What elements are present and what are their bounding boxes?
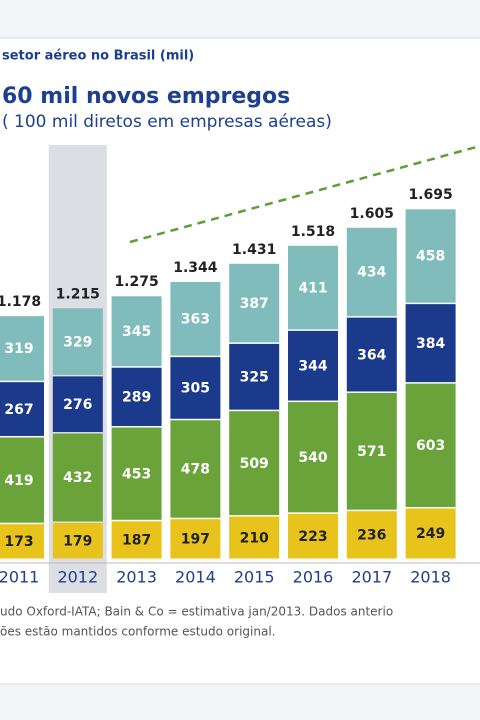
data-label: 249 bbox=[416, 526, 445, 542]
bar-segment bbox=[170, 357, 221, 419]
data-label: 197 bbox=[181, 532, 210, 548]
bar-segment bbox=[111, 427, 162, 520]
bar-segment bbox=[52, 376, 103, 433]
bar-segment bbox=[229, 343, 280, 410]
x-tick-label: 2014 bbox=[175, 568, 216, 587]
bar-segment bbox=[346, 227, 397, 317]
bar-segment bbox=[111, 367, 162, 427]
total-label: 1.178 bbox=[0, 294, 41, 310]
data-label: 289 bbox=[122, 390, 151, 406]
bar-segment bbox=[288, 513, 338, 559]
data-label: 384 bbox=[416, 336, 445, 352]
total-label: 1.215 bbox=[56, 286, 100, 302]
data-label: 344 bbox=[298, 358, 327, 374]
bar-segment bbox=[52, 433, 103, 522]
bar-segment bbox=[405, 383, 456, 507]
chart-title: 60 mil novos empregos bbox=[2, 84, 290, 109]
bar-segment bbox=[229, 516, 280, 559]
total-label: 1.431 bbox=[232, 242, 276, 258]
data-label: 363 bbox=[181, 312, 210, 328]
bar-segment bbox=[346, 317, 397, 392]
total-label: 1.605 bbox=[350, 206, 394, 222]
bar-segment bbox=[111, 296, 162, 367]
data-label: 432 bbox=[63, 470, 92, 486]
bar-segment bbox=[0, 316, 44, 381]
chart-kicker: setor aéreo no Brasil (mil) bbox=[2, 49, 194, 64]
data-label: 305 bbox=[181, 381, 210, 397]
x-tick-label: 2016 bbox=[293, 568, 334, 587]
total-label: 1.275 bbox=[114, 274, 158, 290]
bar-segment bbox=[52, 308, 103, 375]
data-label: 603 bbox=[416, 438, 445, 454]
bar-segment bbox=[346, 511, 397, 559]
x-tick-label: 2012 bbox=[57, 568, 98, 587]
data-label: 478 bbox=[181, 462, 210, 478]
data-label: 325 bbox=[240, 370, 269, 386]
x-tick-label: 2013 bbox=[116, 568, 157, 587]
total-label: 1.695 bbox=[408, 187, 452, 203]
bar-segment bbox=[0, 524, 44, 559]
data-label: 571 bbox=[357, 444, 386, 460]
total-label: 1.518 bbox=[291, 224, 335, 240]
x-tick-label: 2015 bbox=[234, 568, 275, 587]
data-label: 453 bbox=[122, 466, 151, 482]
data-label: 540 bbox=[298, 450, 327, 466]
data-label: 387 bbox=[240, 296, 269, 312]
data-label: 345 bbox=[122, 324, 151, 340]
bar-segment bbox=[288, 402, 338, 513]
bar-segment bbox=[0, 382, 44, 436]
data-label: 509 bbox=[240, 456, 269, 472]
x-tick-label: 2011 bbox=[0, 568, 39, 587]
bar-segment bbox=[170, 281, 221, 356]
data-label: 276 bbox=[63, 397, 92, 413]
bar-segment bbox=[405, 209, 456, 303]
bar-segment bbox=[170, 519, 221, 559]
data-label: 236 bbox=[357, 528, 386, 544]
data-label: 267 bbox=[4, 402, 33, 418]
bar-segment bbox=[0, 437, 44, 523]
bar-segment bbox=[111, 521, 162, 559]
bar-segment bbox=[52, 522, 103, 559]
footnote: udo Oxford-IATA; Bain & Co = estimativa … bbox=[0, 605, 393, 619]
x-tick-label: 2018 bbox=[410, 568, 451, 587]
bar-segment bbox=[288, 245, 338, 330]
data-label: 329 bbox=[63, 334, 92, 350]
data-label: 434 bbox=[357, 265, 386, 281]
data-label: 458 bbox=[416, 249, 445, 265]
total-label: 1.344 bbox=[173, 260, 218, 276]
bar-segment bbox=[288, 330, 338, 401]
chart-subtitle: ( 100 mil diretos em empresas aéreas) bbox=[2, 112, 332, 132]
data-label: 210 bbox=[240, 530, 269, 546]
data-label: 187 bbox=[122, 533, 151, 549]
bar-segment bbox=[405, 508, 456, 559]
footnote: ões estão mantidos conforme estudo origi… bbox=[0, 625, 275, 639]
bar-segment bbox=[170, 420, 221, 518]
bar-segment bbox=[346, 392, 397, 510]
trend-line bbox=[129, 144, 480, 244]
data-label: 173 bbox=[4, 534, 33, 550]
bar-segment bbox=[229, 411, 280, 516]
x-tick-label: 2017 bbox=[351, 568, 392, 587]
bar-segment bbox=[405, 304, 456, 383]
data-label: 364 bbox=[357, 347, 386, 363]
data-label: 179 bbox=[63, 533, 92, 549]
data-label: 319 bbox=[4, 341, 33, 357]
bar-segment bbox=[229, 263, 280, 343]
data-label: 411 bbox=[298, 280, 327, 296]
data-label: 419 bbox=[4, 473, 33, 489]
data-label: 223 bbox=[298, 529, 327, 545]
